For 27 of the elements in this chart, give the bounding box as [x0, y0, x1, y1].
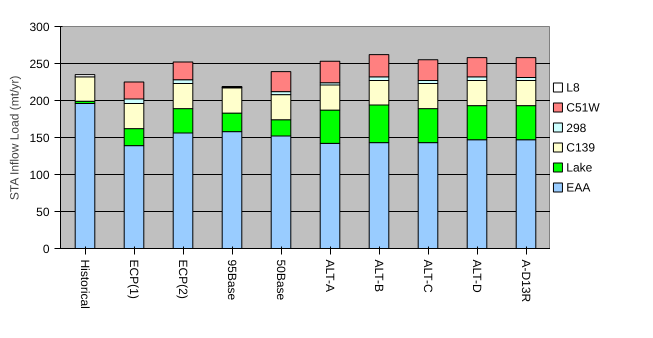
legend-label: L8	[566, 80, 580, 95]
x-tick-label: ALT-D	[470, 260, 484, 293]
x-tick-label: Historical	[78, 260, 92, 309]
legend-label: C139	[566, 140, 596, 154]
legend-label: 298	[566, 121, 587, 136]
y-tick-label: 150	[29, 131, 50, 145]
x-tick-label: ALT-C	[421, 260, 435, 293]
x-tick-label: ECP(2)	[176, 260, 190, 299]
y-tick-label: 0	[42, 242, 50, 256]
y-tick-label: 250	[29, 57, 50, 71]
y-tick-label: 100	[29, 168, 50, 182]
legend-label: EAA	[566, 180, 590, 194]
x-tick-label: 95Base	[225, 260, 239, 301]
bar	[270, 71, 292, 92]
x-tick-label: ALT-A	[323, 260, 337, 292]
x-tick-label: A-D13R	[519, 260, 533, 303]
y-tick-label: 200	[29, 94, 50, 108]
y-tick-label: 50	[36, 205, 50, 219]
bar	[124, 82, 144, 100]
y-axis-title: STA Inflow Load (mt/yr)	[7, 76, 22, 200]
x-tick-label: 50Base	[274, 260, 288, 301]
x-tick-label: ALT-B	[372, 260, 386, 292]
x-tick-label: ECP(1)	[127, 260, 141, 299]
legend-label: Lake	[566, 160, 593, 174]
bar	[74, 76, 96, 102]
y-tick-label: 300	[29, 20, 50, 34]
legend-label: C51W	[566, 100, 600, 115]
